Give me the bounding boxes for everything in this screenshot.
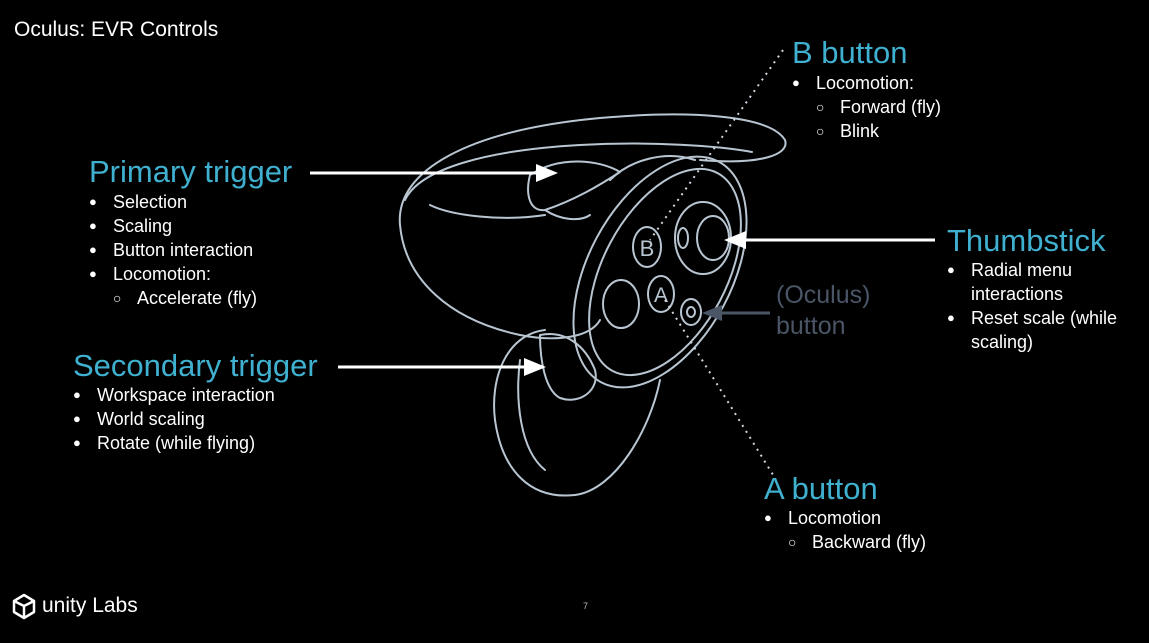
ring-inner-edge	[429, 204, 546, 219]
face-plate-inner	[588, 167, 742, 377]
unity-labs-logo: unity Labs	[10, 592, 138, 620]
list-item: Rotate (while flying)	[73, 431, 275, 455]
list-item: Workspace interaction	[73, 383, 275, 407]
blank-button-shape	[602, 279, 640, 329]
list-item: Accelerate (fly)	[89, 286, 257, 310]
list-item: Locomotion:	[89, 262, 257, 286]
list-item: Locomotion:	[792, 71, 941, 95]
secondary-trigger-list: Workspace interaction World scaling Rota…	[73, 383, 275, 455]
tracking-ring-inner	[404, 142, 753, 201]
list-item: World scaling	[73, 407, 275, 431]
list-item-continuation: scaling)	[971, 332, 1034, 352]
handle-shape	[493, 329, 661, 497]
oculus-button-label-line2: button	[776, 312, 846, 340]
thumbstick-list: Radial menu interactions Reset scale (wh…	[947, 258, 1117, 354]
a-button-heading: A button	[764, 471, 878, 506]
list-item: Reset scale (while	[947, 306, 1117, 330]
oculus-button-label: (Oculus) button	[776, 280, 870, 342]
slide-title: Oculus: EVR Controls	[14, 18, 219, 41]
list-item: Locomotion	[764, 506, 926, 530]
list-item: Blink	[792, 119, 941, 143]
oculus-button-shape	[680, 298, 702, 326]
b-button-glyph: B	[640, 236, 655, 261]
a-button-leader	[664, 299, 776, 479]
list-item: Button interaction	[89, 238, 257, 262]
tracking-ring-outer	[398, 113, 787, 226]
list-item: Backward (fly)	[764, 530, 926, 554]
b-button-list: Locomotion: Forward (fly) Blink	[792, 71, 941, 143]
logo-text: unity Labs	[42, 594, 138, 617]
b-button-shape	[632, 226, 662, 268]
secondary-trigger-heading: Secondary trigger	[73, 348, 318, 383]
page-number: 7	[583, 601, 589, 611]
list-item: Selection	[89, 190, 257, 214]
thumbstick-base	[674, 201, 732, 275]
trigger-shape	[527, 160, 621, 212]
a-button-glyph: A	[654, 284, 668, 307]
list-item: Radial menu	[947, 258, 1117, 282]
thumbstick-cap	[696, 215, 730, 261]
list-item: Scaling	[89, 214, 257, 238]
list-item: Forward (fly)	[792, 95, 941, 119]
secondary-trigger-shape	[539, 333, 597, 401]
a-button-list: Locomotion Backward (fly)	[764, 506, 926, 554]
tracking-ring-lower	[399, 224, 601, 340]
face-plate-outer	[572, 155, 748, 389]
oculus-button-label-line1: (Oculus)	[776, 281, 871, 309]
a-button-shape	[647, 275, 675, 313]
unity-cube-icon	[12, 593, 36, 620]
b-button-heading: B button	[792, 35, 908, 70]
primary-trigger-list: Selection Scaling Button interaction Loc…	[89, 190, 257, 310]
thumbstick-heading: Thumbstick	[947, 223, 1106, 258]
list-item-continuation: interactions	[971, 284, 1064, 304]
primary-trigger-heading: Primary trigger	[89, 154, 293, 189]
